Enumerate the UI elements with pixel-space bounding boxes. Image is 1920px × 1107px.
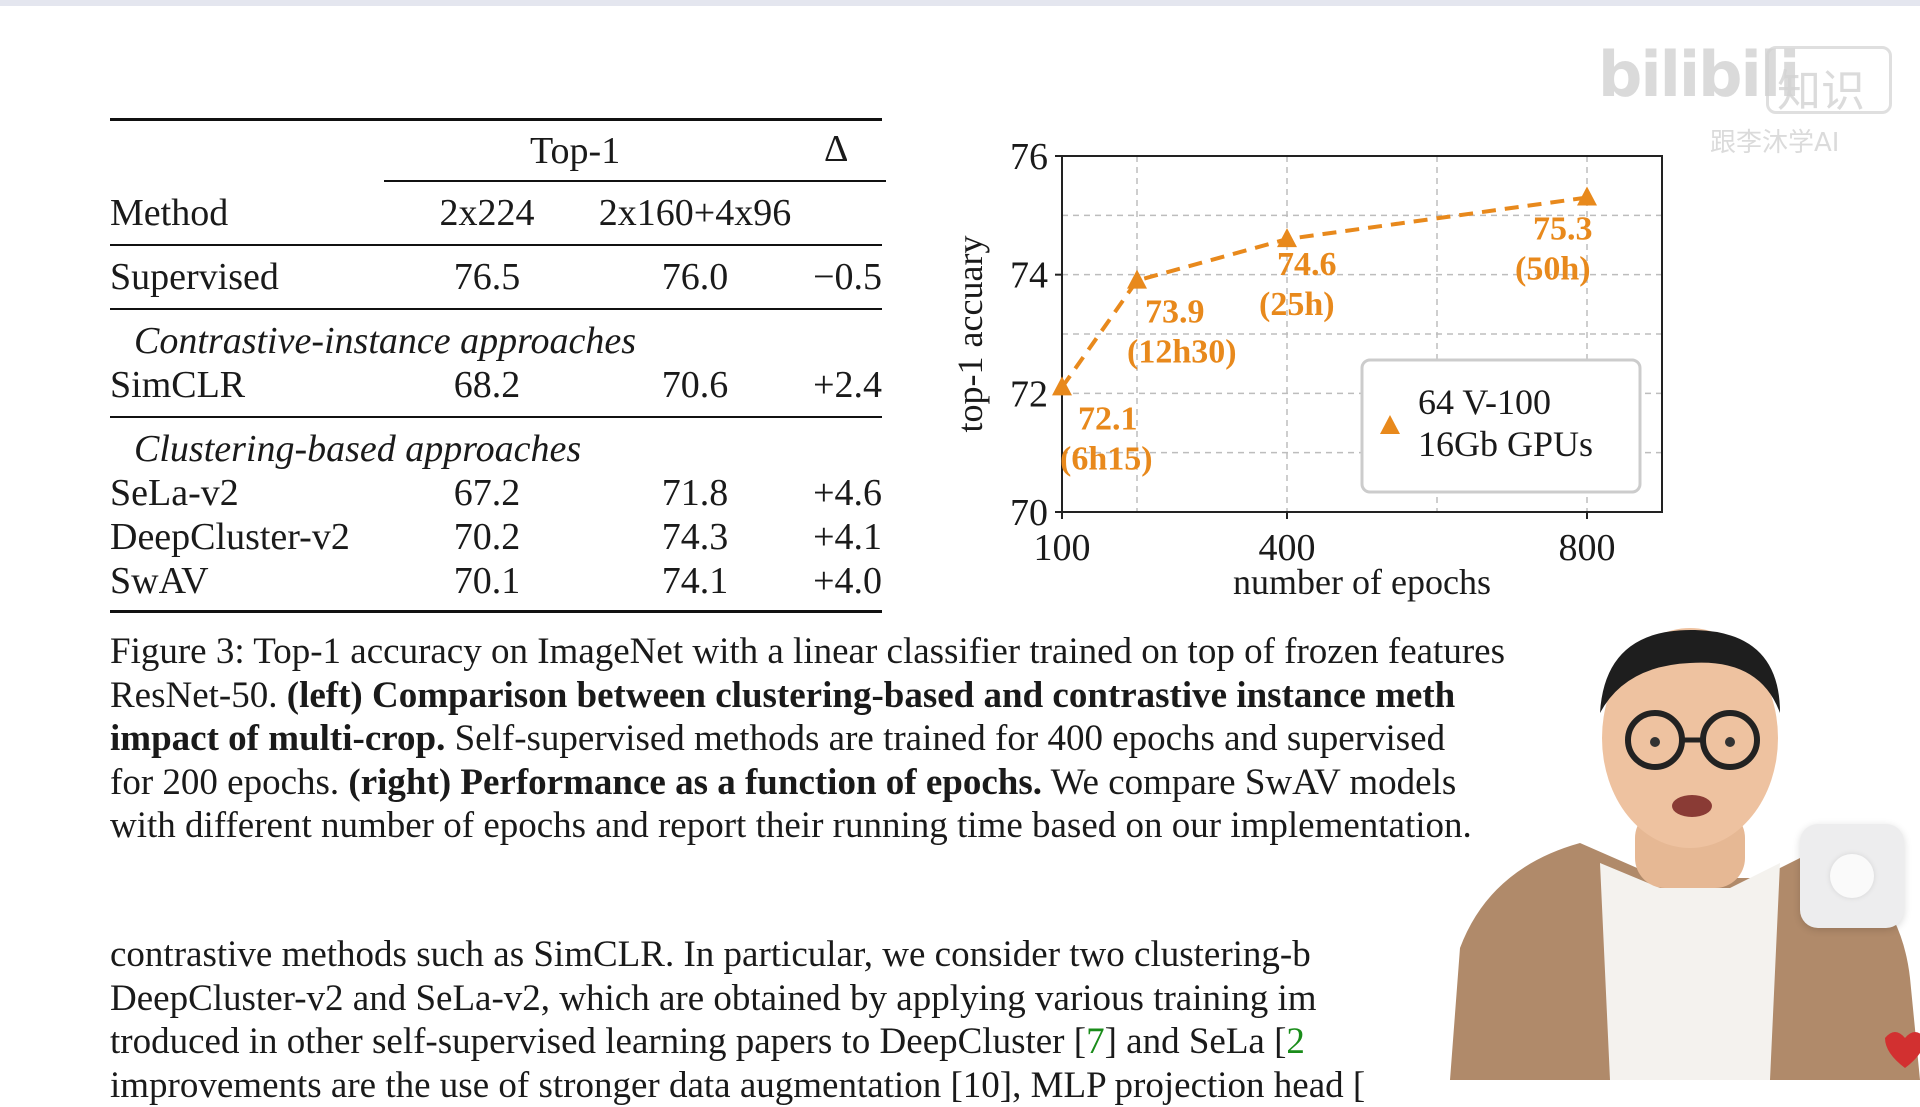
data-label-value: 74.6 [1277, 246, 1337, 283]
section-rule [110, 308, 882, 310]
table-bottom-rule [110, 610, 882, 613]
data-label-value: 72.1 [1078, 400, 1138, 437]
data-label-value: 75.3 [1533, 211, 1593, 248]
floating-action-button[interactable] [1800, 824, 1904, 928]
row-delta: +4.0 [813, 562, 882, 600]
y-axis-label: top-1 accuary [950, 236, 990, 433]
data-label-value: 73.9 [1145, 294, 1205, 331]
body-text-span: ] and SeLa [ [1105, 1021, 1287, 1062]
caption-line: Figure 3: Top-1 accuracy on ImageNet wit… [110, 630, 1610, 674]
row-method: SwAV [110, 562, 209, 600]
caption-text: Self-supervised methods are trained for … [445, 718, 1445, 759]
caption-line: ResNet-50. (left) Comparison between clu… [110, 674, 1610, 718]
legend-label: 16Gb GPUs [1418, 424, 1593, 464]
caption-bold: impact of multi-crop. [110, 718, 445, 759]
y-tick-label: 76 [1010, 136, 1048, 178]
row-value-b: 76.0 [540, 258, 850, 296]
watermark-subtitle: 跟李沐学AI [1710, 122, 1839, 159]
header-method: Method [110, 194, 228, 232]
row-value-b: 74.3 [540, 518, 850, 556]
body-text-span: troduced in other self-supervised learni… [110, 1021, 1086, 1062]
row-value-b: 70.6 [540, 366, 850, 404]
row-method: SeLa-v2 [110, 474, 239, 512]
row-method: SimCLR [110, 366, 245, 404]
watermark-badge: 知识 [1766, 46, 1892, 114]
citation-link[interactable]: 2 [1286, 1021, 1305, 1062]
body-line: improvements are the use of stronger dat… [110, 1064, 1610, 1107]
figure-caption: Figure 3: Top-1 accuracy on ImageNet wit… [110, 630, 1610, 848]
row-delta: +2.4 [813, 366, 882, 404]
body-line: troduced in other self-supervised learni… [110, 1020, 1610, 1064]
caption-text: We compare SwAV models [1042, 762, 1456, 803]
caption-line: with different number of epochs and repo… [110, 804, 1610, 848]
watermark-badge-text: 知识 [1777, 55, 1865, 119]
body-text: contrastive methods such as SimCLR. In p… [110, 933, 1610, 1107]
citation-link[interactable]: 7 [1086, 1021, 1105, 1062]
x-tick-label: 100 [1034, 527, 1091, 569]
data-label-time: (25h) [1259, 286, 1335, 323]
caption-text: ResNet-50. [110, 675, 287, 716]
row-method: Supervised [110, 258, 279, 296]
data-point-marker [1127, 270, 1147, 289]
header-delta: Δ [824, 130, 848, 168]
row-delta: +4.1 [813, 518, 882, 556]
data-label-time: (6h15) [1060, 440, 1153, 477]
caption-line: for 200 epochs. (right) Performance as a… [110, 761, 1610, 805]
body-line: DeepCluster-v2 and SeLa-v2, which are ob… [110, 977, 1610, 1021]
caption-bold: (right) Performance as a function of epo… [348, 762, 1042, 803]
caption-text: for 200 epochs. [110, 762, 348, 803]
x-axis-label: number of epochs [1233, 562, 1491, 602]
header-rule [110, 244, 882, 246]
data-label-time: (50h) [1515, 251, 1591, 288]
header-col-b: 2x160+4x96 [540, 194, 850, 232]
top-border [0, 0, 1920, 6]
y-tick-label: 74 [1010, 255, 1048, 297]
section-rule [110, 416, 882, 418]
legend-label: 64 V-100 [1418, 382, 1551, 422]
section-clustering: Clustering-based approaches [134, 430, 581, 468]
row-value-b: 74.1 [540, 562, 850, 600]
record-dot-icon [1830, 854, 1874, 898]
row-method: DeepCluster-v2 [110, 518, 350, 556]
row-delta: −0.5 [813, 258, 882, 296]
data-label-time: (12h30) [1127, 334, 1237, 371]
data-point-marker [1577, 187, 1597, 206]
caption-line: impact of multi-crop. Self-supervised me… [110, 717, 1610, 761]
x-tick-label: 800 [1559, 527, 1616, 569]
row-delta: +4.6 [813, 474, 882, 512]
bilibili-watermark: bilibili 知识 跟李沐学AI [1590, 38, 1900, 158]
section-contrastive: Contrastive-instance approaches [134, 322, 636, 360]
y-tick-label: 72 [1010, 373, 1048, 415]
data-point-marker [1277, 228, 1297, 247]
table-top-rule [110, 118, 882, 121]
header-top1: Top-1 [530, 132, 620, 170]
top1-underline [384, 180, 886, 182]
body-line: contrastive methods such as SimCLR. In p… [110, 933, 1610, 977]
caption-bold: (left) Comparison between clustering-bas… [287, 675, 1455, 716]
row-value-b: 71.8 [540, 474, 850, 512]
